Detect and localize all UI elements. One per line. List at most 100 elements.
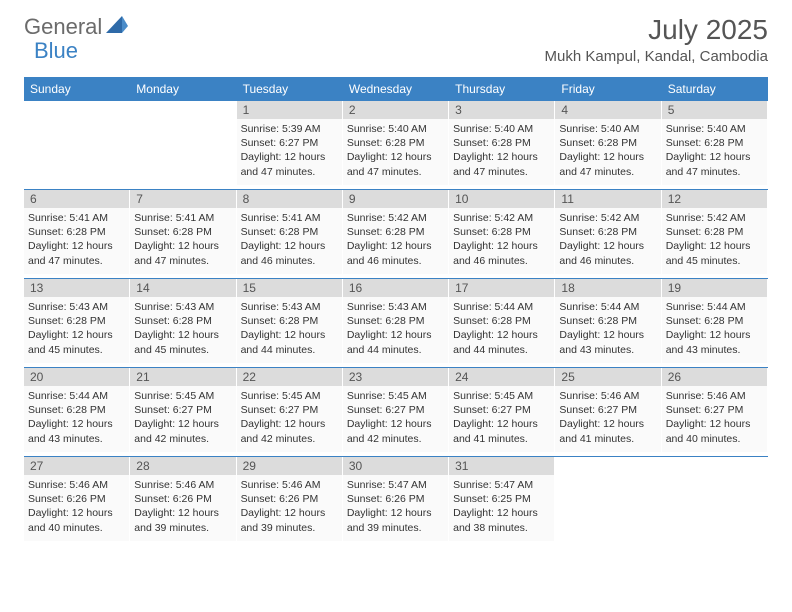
day-line: Daylight: 12 hours bbox=[453, 239, 550, 253]
day-line: Sunrise: 5:43 AM bbox=[28, 300, 125, 314]
day-line: Daylight: 12 hours bbox=[347, 150, 444, 164]
day-number: 10 bbox=[449, 190, 554, 208]
day-line: and 45 minutes. bbox=[666, 254, 763, 268]
day-line: Sunset: 6:27 PM bbox=[134, 403, 231, 417]
day-line: Sunset: 6:28 PM bbox=[559, 314, 656, 328]
day-number: 6 bbox=[24, 190, 129, 208]
day-number: 22 bbox=[237, 368, 342, 386]
day-line: Daylight: 12 hours bbox=[347, 417, 444, 431]
day-cell: 20Sunrise: 5:44 AMSunset: 6:28 PMDayligh… bbox=[24, 368, 130, 456]
day-header: Saturday bbox=[662, 77, 768, 101]
logo-text-general: General bbox=[24, 14, 102, 40]
day-line: Sunrise: 5:46 AM bbox=[28, 478, 125, 492]
day-cell: 24Sunrise: 5:45 AMSunset: 6:27 PMDayligh… bbox=[449, 368, 555, 456]
day-header: Sunday bbox=[24, 77, 130, 101]
day-line: Daylight: 12 hours bbox=[559, 150, 656, 164]
day-body: Sunrise: 5:43 AMSunset: 6:28 PMDaylight:… bbox=[343, 297, 448, 363]
day-number: 5 bbox=[662, 101, 767, 119]
day-line: Daylight: 12 hours bbox=[453, 328, 550, 342]
day-line: Daylight: 12 hours bbox=[28, 328, 125, 342]
day-line: Sunset: 6:28 PM bbox=[347, 314, 444, 328]
day-body: Sunrise: 5:44 AMSunset: 6:28 PMDaylight:… bbox=[555, 297, 660, 363]
day-cell: 19Sunrise: 5:44 AMSunset: 6:28 PMDayligh… bbox=[662, 279, 768, 367]
day-number: 24 bbox=[449, 368, 554, 386]
day-line: Sunset: 6:28 PM bbox=[28, 314, 125, 328]
day-cell: 12Sunrise: 5:42 AMSunset: 6:28 PMDayligh… bbox=[662, 190, 768, 278]
day-body: Sunrise: 5:41 AMSunset: 6:28 PMDaylight:… bbox=[24, 208, 129, 274]
day-line: Sunrise: 5:44 AM bbox=[559, 300, 656, 314]
day-cell: 23Sunrise: 5:45 AMSunset: 6:27 PMDayligh… bbox=[343, 368, 449, 456]
day-cell: 2Sunrise: 5:40 AMSunset: 6:28 PMDaylight… bbox=[343, 101, 449, 189]
day-line: Sunset: 6:28 PM bbox=[559, 136, 656, 150]
day-line: Sunset: 6:26 PM bbox=[28, 492, 125, 506]
day-body: Sunrise: 5:46 AMSunset: 6:26 PMDaylight:… bbox=[237, 475, 342, 541]
day-cell: 25Sunrise: 5:46 AMSunset: 6:27 PMDayligh… bbox=[555, 368, 661, 456]
day-line: Daylight: 12 hours bbox=[666, 150, 763, 164]
day-line: Daylight: 12 hours bbox=[28, 506, 125, 520]
day-cell: 10Sunrise: 5:42 AMSunset: 6:28 PMDayligh… bbox=[449, 190, 555, 278]
day-cell: 29Sunrise: 5:46 AMSunset: 6:26 PMDayligh… bbox=[237, 457, 343, 545]
day-cell: 18Sunrise: 5:44 AMSunset: 6:28 PMDayligh… bbox=[555, 279, 661, 367]
day-line: Sunrise: 5:43 AM bbox=[134, 300, 231, 314]
day-line: Sunset: 6:27 PM bbox=[666, 403, 763, 417]
day-line: Daylight: 12 hours bbox=[28, 417, 125, 431]
day-cell: 31Sunrise: 5:47 AMSunset: 6:25 PMDayligh… bbox=[449, 457, 555, 545]
day-line: Daylight: 12 hours bbox=[666, 328, 763, 342]
day-line: and 47 minutes. bbox=[666, 165, 763, 179]
day-header: Thursday bbox=[449, 77, 555, 101]
day-line: Sunrise: 5:40 AM bbox=[559, 122, 656, 136]
day-body: Sunrise: 5:45 AMSunset: 6:27 PMDaylight:… bbox=[130, 386, 235, 452]
empty-cell bbox=[130, 101, 235, 163]
day-line: Sunset: 6:26 PM bbox=[134, 492, 231, 506]
day-header-row: SundayMondayTuesdayWednesdayThursdayFrid… bbox=[24, 77, 768, 101]
day-line: Sunrise: 5:45 AM bbox=[347, 389, 444, 403]
day-line: Daylight: 12 hours bbox=[134, 328, 231, 342]
day-line: Sunset: 6:28 PM bbox=[347, 225, 444, 239]
day-body: Sunrise: 5:42 AMSunset: 6:28 PMDaylight:… bbox=[662, 208, 767, 274]
day-line: Sunrise: 5:41 AM bbox=[28, 211, 125, 225]
day-body: Sunrise: 5:40 AMSunset: 6:28 PMDaylight:… bbox=[662, 119, 767, 185]
day-cell: 22Sunrise: 5:45 AMSunset: 6:27 PMDayligh… bbox=[237, 368, 343, 456]
day-line: Sunset: 6:28 PM bbox=[453, 314, 550, 328]
day-line: Sunrise: 5:45 AM bbox=[134, 389, 231, 403]
day-line: Sunrise: 5:42 AM bbox=[347, 211, 444, 225]
day-line: and 46 minutes. bbox=[241, 254, 338, 268]
day-line: Daylight: 12 hours bbox=[666, 239, 763, 253]
day-cell: 6Sunrise: 5:41 AMSunset: 6:28 PMDaylight… bbox=[24, 190, 130, 278]
day-number: 31 bbox=[449, 457, 554, 475]
day-body: Sunrise: 5:46 AMSunset: 6:26 PMDaylight:… bbox=[130, 475, 235, 541]
day-line: Sunset: 6:26 PM bbox=[241, 492, 338, 506]
day-line: Sunrise: 5:40 AM bbox=[453, 122, 550, 136]
day-line: Sunrise: 5:45 AM bbox=[241, 389, 338, 403]
day-line: Sunset: 6:28 PM bbox=[134, 314, 231, 328]
day-line: Sunrise: 5:46 AM bbox=[241, 478, 338, 492]
day-line: Sunset: 6:28 PM bbox=[241, 225, 338, 239]
day-line: Sunset: 6:28 PM bbox=[453, 225, 550, 239]
day-line: and 44 minutes. bbox=[453, 343, 550, 357]
month-title: July 2025 bbox=[545, 14, 768, 46]
day-line: Sunset: 6:25 PM bbox=[453, 492, 550, 506]
day-line: Daylight: 12 hours bbox=[559, 328, 656, 342]
day-line: and 46 minutes. bbox=[347, 254, 444, 268]
day-line: and 47 minutes. bbox=[28, 254, 125, 268]
day-body: Sunrise: 5:41 AMSunset: 6:28 PMDaylight:… bbox=[130, 208, 235, 274]
day-line: Sunrise: 5:47 AM bbox=[453, 478, 550, 492]
day-line: Daylight: 12 hours bbox=[241, 328, 338, 342]
logo-text-blue: Blue bbox=[34, 38, 78, 64]
day-number: 7 bbox=[130, 190, 235, 208]
day-cell: 17Sunrise: 5:44 AMSunset: 6:28 PMDayligh… bbox=[449, 279, 555, 367]
day-line: and 45 minutes. bbox=[28, 343, 125, 357]
day-cell bbox=[555, 457, 661, 545]
day-line: and 39 minutes. bbox=[241, 521, 338, 535]
day-number: 1 bbox=[237, 101, 342, 119]
day-cell: 16Sunrise: 5:43 AMSunset: 6:28 PMDayligh… bbox=[343, 279, 449, 367]
day-number: 4 bbox=[555, 101, 660, 119]
day-cell: 11Sunrise: 5:42 AMSunset: 6:28 PMDayligh… bbox=[555, 190, 661, 278]
day-header: Friday bbox=[555, 77, 661, 101]
day-cell: 28Sunrise: 5:46 AMSunset: 6:26 PMDayligh… bbox=[130, 457, 236, 545]
day-line: Daylight: 12 hours bbox=[241, 417, 338, 431]
day-number: 23 bbox=[343, 368, 448, 386]
week-row: 13Sunrise: 5:43 AMSunset: 6:28 PMDayligh… bbox=[24, 279, 768, 367]
day-number: 25 bbox=[555, 368, 660, 386]
empty-cell bbox=[24, 101, 129, 163]
